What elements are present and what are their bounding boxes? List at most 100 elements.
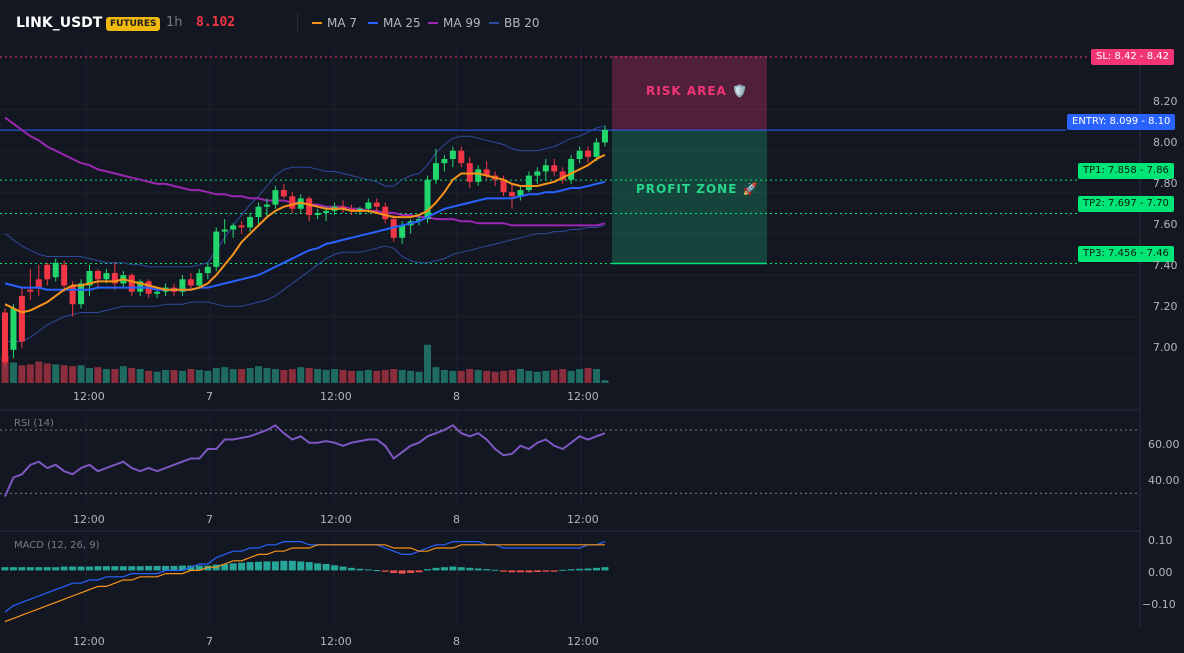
- candle-body: [78, 283, 85, 305]
- volume-bar: [593, 369, 600, 383]
- candle-body: [601, 129, 608, 143]
- volume-bar: [449, 370, 457, 383]
- volume-bar: [500, 370, 508, 383]
- macd-histogram-bar: [550, 570, 558, 572]
- time-tick: 12:00: [320, 635, 352, 648]
- symbol-name[interactable]: LINK_USDT: [16, 15, 103, 31]
- macd-histogram-bar: [500, 570, 508, 572]
- candle-body: [187, 279, 194, 286]
- volume-bar: [26, 364, 34, 383]
- volume-bar: [271, 369, 279, 383]
- volume-bar: [356, 370, 364, 383]
- volume-bar: [195, 369, 203, 383]
- candle-body: [280, 190, 287, 197]
- legend-ma99[interactable]: MA 99: [428, 16, 481, 30]
- candle-body: [483, 169, 490, 176]
- time-tick: 12:00: [567, 513, 599, 526]
- volume-bar: [18, 365, 26, 383]
- macd-histogram-bar: [195, 565, 203, 571]
- legend-ma7[interactable]: MA 7: [312, 16, 357, 30]
- macd-histogram-bar: [398, 570, 406, 574]
- price-tick: 7.80: [1153, 177, 1178, 190]
- macd-histogram-bar: [102, 566, 110, 571]
- price-tick: 8.20: [1153, 95, 1178, 108]
- price-tick: 7.60: [1153, 218, 1178, 231]
- candle-body: [306, 198, 313, 215]
- time-tick: 7: [206, 513, 213, 526]
- entry-tag: ENTRY: 8.099 - 8.10: [1067, 114, 1176, 130]
- volume-bar: [339, 369, 347, 383]
- volume-bar: [364, 369, 372, 383]
- volume-bar: [466, 369, 474, 383]
- volume-bar: [398, 369, 406, 383]
- candle-body: [424, 179, 431, 220]
- macd-histogram-bar: [26, 567, 34, 571]
- macd-histogram-bar: [255, 561, 262, 571]
- time-tick: 12:00: [567, 390, 599, 403]
- volume-bar: [128, 368, 136, 383]
- macd-histogram-bar: [533, 570, 541, 572]
- volume-bar: [474, 369, 482, 383]
- macd-histogram-bar: [1, 567, 9, 571]
- candle-body: [255, 206, 262, 218]
- candle-body: [154, 291, 161, 294]
- macd-histogram-bar: [567, 569, 575, 571]
- candle-body: [61, 264, 68, 286]
- tp2-tag: TP2: 7.697 - 7.70: [1078, 196, 1174, 212]
- candle-body: [432, 163, 439, 180]
- candle-body: [94, 271, 101, 280]
- macd-histogram-bar: [94, 566, 102, 571]
- volume-bar: [9, 362, 17, 383]
- volume-bar: [212, 368, 220, 383]
- timeframe-label[interactable]: 1h: [166, 15, 183, 30]
- macd-histogram-bar: [246, 562, 254, 571]
- macd-histogram-bar: [145, 565, 153, 571]
- macd-histogram-bar: [35, 567, 43, 571]
- candle-body: [230, 225, 237, 230]
- candle-body: [509, 192, 515, 197]
- time-tick: 8: [453, 390, 460, 403]
- volume-bar: [94, 367, 102, 383]
- macd-tick: 0.10: [1148, 534, 1173, 547]
- price-tick: 8.00: [1153, 136, 1178, 149]
- macd-histogram-bar: [52, 567, 60, 571]
- candle-body: [576, 150, 583, 159]
- legend-ma25[interactable]: MA 25: [368, 16, 421, 30]
- volume-bar: [204, 370, 212, 383]
- candle-body: [18, 295, 25, 342]
- macd-histogram-bar: [356, 568, 364, 571]
- volume-bar: [347, 370, 355, 383]
- volume-bar: [69, 366, 77, 383]
- candle-body: [458, 150, 465, 164]
- macd-histogram-bar: [474, 568, 482, 571]
- volume-bar: [390, 369, 398, 383]
- candle-body: [356, 208, 363, 211]
- volume-bar: [297, 367, 305, 383]
- candle-body: [525, 175, 532, 191]
- macd-histogram-bar: [440, 567, 448, 571]
- macd-tick: −0.10: [1142, 598, 1176, 611]
- legend-bb20[interactable]: BB 20: [489, 16, 540, 30]
- volume-bar: [440, 369, 448, 383]
- candle-body: [542, 165, 549, 172]
- macd-histogram-bar: [229, 563, 237, 571]
- candle-body: [196, 273, 203, 286]
- macd-histogram-bar: [508, 570, 516, 573]
- candle-body: [2, 312, 8, 363]
- macd-histogram-bar: [407, 570, 415, 573]
- candle-body: [103, 273, 110, 280]
- macd-histogram-bar: [162, 565, 170, 571]
- time-tick: 7: [206, 390, 213, 403]
- candle-body: [86, 271, 93, 286]
- macd-histogram-bar: [77, 566, 85, 571]
- macd-histogram-bar: [424, 569, 431, 571]
- macd-histogram-bar: [593, 567, 600, 571]
- candle-body: [517, 190, 524, 197]
- candle-body: [399, 225, 406, 238]
- macd-histogram-bar: [60, 566, 68, 571]
- volume-bar: [533, 371, 541, 383]
- candle-body: [111, 273, 118, 284]
- time-tick: 12:00: [567, 635, 599, 648]
- macd-histogram-bar: [204, 565, 212, 571]
